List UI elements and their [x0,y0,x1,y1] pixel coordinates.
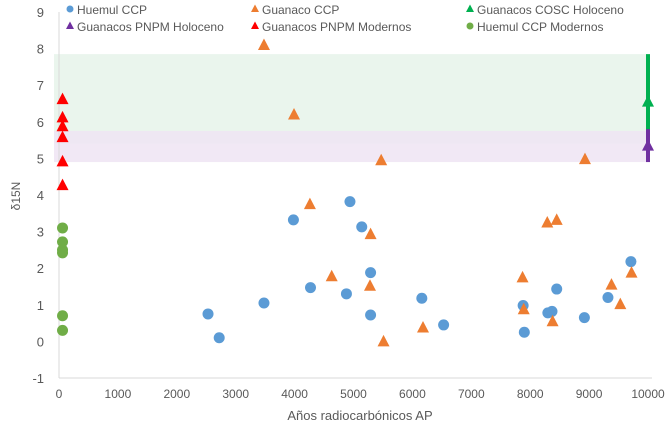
y-tick-label: 9 [37,5,44,20]
data-point [377,334,390,347]
x-tick-label: 2000 [163,387,190,401]
y-tick-label: 0 [37,334,44,349]
data-point [438,319,450,331]
data-point [202,308,214,320]
data-point [365,309,377,321]
x-tick-label: 7000 [458,387,485,401]
x-tick-label: 8000 [517,387,544,401]
y-tick-label: -1 [32,371,44,386]
legend-label: Huemul CCP [77,3,147,17]
data-point [325,269,338,282]
data-point [57,324,69,336]
data-point [550,213,563,225]
y-tick-label: 4 [37,188,44,203]
data-point [57,222,69,234]
legend-marker [466,22,474,30]
band [54,130,648,163]
legend-label: Guanacos PNPM Modernos [262,20,411,34]
x-tick-label: 4000 [281,387,308,401]
data-point [516,270,529,283]
y-tick-label: 5 [37,151,44,166]
data-point [57,247,69,259]
x-axis-label: Años radiocarbónicos AP [287,408,432,423]
data-point [546,305,558,317]
legend-label: Guanacos PNPM Holoceno [77,20,224,34]
data-point [642,139,654,151]
legend-marker [251,21,259,29]
data-point [364,227,377,240]
legend-marker [66,5,74,13]
x-tick-label: 9000 [576,387,603,401]
data-point [365,267,377,279]
x-tick-label: 0 [56,387,63,401]
data-point [356,221,368,233]
data-point [625,256,637,268]
data-point [258,297,270,309]
data-point [625,266,638,278]
data-point [57,236,69,248]
x-tick-label: 10000 [631,387,665,401]
data-point [287,214,299,226]
data-point [578,312,590,324]
data-point [56,119,69,132]
data-point [541,215,554,228]
y-tick-label: 7 [37,78,44,93]
data-point [605,278,618,290]
y-tick-label: 2 [37,261,44,276]
data-point [213,332,225,344]
x-tick-label: 3000 [222,387,249,401]
data-point [578,152,591,165]
y-tick-label: 1 [37,298,44,313]
data-point [602,291,614,303]
data-point [56,178,69,191]
data-point [288,107,301,120]
legend-label: Huemul CCP Modernos [477,20,604,34]
x-tick-label: 6000 [399,387,426,401]
y-tick-label: 8 [37,42,44,57]
y-axis-label: δ15N [9,182,23,211]
data-point [417,320,430,333]
band [54,54,648,144]
data-point [56,92,69,105]
data-point [363,279,376,291]
data-point [546,314,559,327]
data-point [551,283,563,295]
data-point [340,288,352,300]
data-point [642,95,654,107]
data-point [344,196,356,208]
y-tick-label: 3 [37,225,44,240]
data-point [303,197,316,210]
data-point [614,297,627,310]
data-point [56,154,69,167]
data-point [375,153,388,166]
legend-marker [466,4,474,12]
x-tick-label: 1000 [105,387,132,401]
legend-marker [66,21,74,29]
x-tick-label: 5000 [340,387,367,401]
y-tick-label: 6 [37,115,44,130]
data-point [257,38,270,50]
legend-label: Guanacos COSC Holoceno [477,3,624,17]
data-point [416,292,428,304]
data-point [56,110,69,123]
data-point [517,302,530,315]
data-point [56,130,69,143]
legend-label: Guanaco CCP [262,3,339,17]
data-point [57,310,69,322]
legend-marker [251,4,259,12]
data-point [305,282,317,294]
data-point [518,326,530,338]
